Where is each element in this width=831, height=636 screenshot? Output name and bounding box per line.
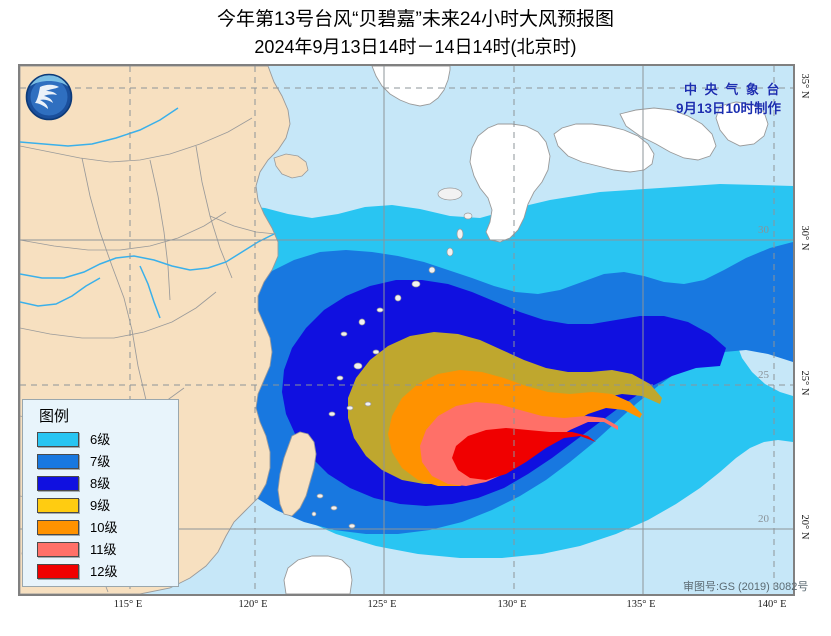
lon-label-135e: 135° E	[626, 599, 656, 610]
lat-label-30n: 30° N	[799, 225, 810, 251]
lon-label-115e: 115° E	[113, 599, 143, 610]
grid-number-30: 30	[758, 224, 769, 236]
legend-item-force-12[interactable]: 12级	[37, 561, 178, 582]
agency-stamp: 中 央 气 象 台	[684, 82, 782, 97]
grid-number-20: 20	[758, 513, 769, 525]
lat-label-20n: 20° N	[799, 514, 810, 540]
land-ryukyu-islands	[328, 187, 473, 417]
legend-swatch-force-11	[37, 542, 79, 557]
lon-label-125e: 125° E	[367, 599, 397, 610]
land-japan-shikoku	[553, 123, 655, 173]
legend-label-force-7: 7级	[90, 454, 111, 469]
lat-label-25n: 25° N	[799, 370, 810, 396]
land-japan-east	[715, 101, 769, 147]
legend-item-force-9[interactable]: 9级	[37, 495, 178, 516]
legend-label-force-8: 8级	[90, 476, 111, 491]
legend-label-force-11: 11级	[90, 542, 117, 557]
legend-swatch-force-7	[37, 454, 79, 469]
land-japan-honshu	[619, 107, 717, 161]
legend-panel: 图例 6级 7级 8级 9级 10级 11级 12级	[22, 399, 179, 587]
legend-label-force-10: 10级	[90, 520, 118, 535]
legend-swatch-force-6	[37, 432, 79, 447]
legend-label-force-12: 12级	[90, 564, 118, 579]
wind-band-force-12	[452, 428, 596, 480]
issue-time-stamp: 9月13日10时制作	[676, 101, 782, 116]
cma-logo-icon	[25, 73, 73, 121]
land-philippines-luzon	[283, 555, 353, 594]
legend-label-force-6: 6级	[90, 432, 111, 447]
legend-swatch-force-9	[37, 498, 79, 513]
rivers	[20, 107, 275, 319]
page-title: 今年第13号台风“贝碧嘉”未来24小时大风预报图 2024年9月13日14时－1…	[0, 6, 831, 61]
title-line-1: 今年第13号台风“贝碧嘉”未来24小时大风预报图	[217, 9, 614, 30]
legend-item-force-8[interactable]: 8级	[37, 473, 178, 494]
legend-item-force-7[interactable]: 7级	[37, 451, 178, 472]
legend-swatch-force-12	[37, 564, 79, 579]
legend-title: 图例	[39, 408, 70, 425]
legend-item-force-10[interactable]: 10级	[37, 517, 178, 538]
legend-item-force-6[interactable]: 6级	[37, 429, 178, 450]
land-shandong-peninsula	[273, 153, 309, 179]
lat-label-35n: 35° N	[799, 73, 810, 99]
legend-swatch-force-10	[37, 520, 79, 535]
legend-label-force-9: 9级	[90, 498, 111, 513]
lon-label-130e: 130° E	[497, 599, 527, 610]
land-small-islands	[311, 493, 356, 529]
map-approval-number: 审图号:GS (2019) 3082号	[683, 581, 809, 593]
lon-label-140e: 140° E	[757, 599, 787, 610]
land-korea	[371, 66, 451, 107]
title-line-2: 2024年9月13日14时－14日14时(北京时)	[254, 37, 577, 57]
lon-label-120e: 120° E	[238, 599, 268, 610]
legend-swatch-force-8	[37, 476, 79, 491]
land-taiwan	[277, 431, 317, 517]
grid-number-25: 25	[758, 369, 769, 381]
legend-item-force-11[interactable]: 11级	[37, 539, 178, 560]
